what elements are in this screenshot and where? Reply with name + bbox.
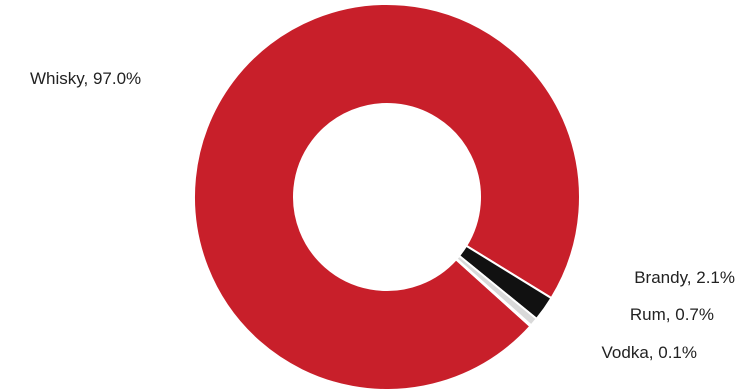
donut-slices [193, 3, 581, 389]
slice-whisky [193, 3, 581, 389]
slice-labels: Whisky, 97.0% Brandy, 2.1% Rum, 0.7% Vodka,… [30, 69, 735, 362]
label-brandy: Brandy, 2.1% [634, 268, 735, 287]
label-vodka: Vodka, 0.1% [602, 343, 697, 362]
slice-vodka [454, 257, 533, 328]
label-whisky: Whisky, 97.0% [30, 69, 141, 88]
label-rum: Rum, 0.7% [630, 305, 714, 324]
